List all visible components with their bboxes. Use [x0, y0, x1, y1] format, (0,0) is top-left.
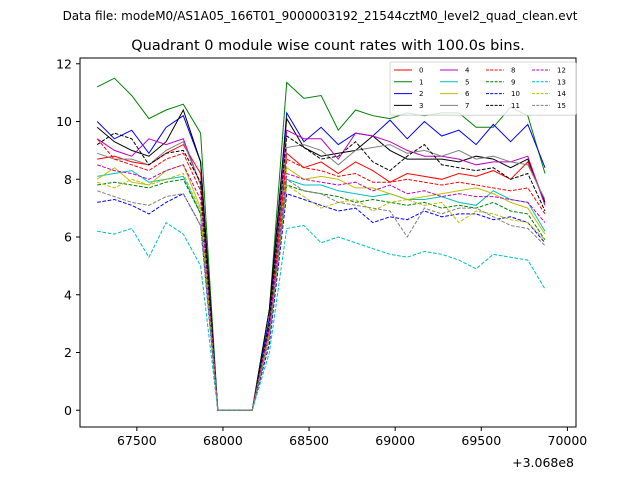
series-line-1 [96, 77, 546, 411]
x-offset-label: +3.068e8 [512, 455, 574, 470]
series-line-5 [97, 170, 546, 411]
y-tick-label: 6 [64, 230, 72, 245]
y-tick-label: 12 [56, 56, 72, 71]
legend-label-6: 6 [465, 90, 470, 98]
y-tick-label: 10 [56, 114, 72, 129]
y-axis-ticks: 0 2 4 6 8 10 12 [56, 56, 80, 418]
y-tick-label: 2 [64, 345, 72, 360]
legend-label-7: 7 [465, 102, 469, 110]
legend-label-5: 5 [465, 78, 469, 86]
legend-label-4: 4 [465, 67, 470, 75]
x-tick-label: 67500 [117, 433, 157, 448]
y-tick-label: 8 [64, 172, 72, 187]
series-line-13 [97, 221, 546, 411]
series-line-9 [97, 178, 546, 411]
series-line-10 [97, 193, 546, 411]
series-line-12 [97, 164, 546, 411]
series-line-3 [96, 108, 546, 411]
axes-frame [79, 57, 577, 428]
legend-label-14: 14 [557, 90, 566, 98]
legend-label-3: 3 [419, 102, 423, 110]
y-tick-label: 0 [64, 403, 72, 418]
x-tick-label: 68000 [203, 433, 243, 448]
legend-label-13: 13 [557, 78, 566, 86]
series-line-6 [96, 164, 546, 411]
y-tick-label: 4 [64, 287, 72, 302]
legend-frame [389, 61, 577, 116]
x-axis-ticks: 67500 68000 68500 69000 69500 70000 [117, 427, 587, 448]
legend-label-2: 2 [419, 90, 423, 98]
chart-title: Quadrant 0 module wise count rates with … [131, 38, 525, 54]
series-line-4 [96, 129, 546, 411]
x-tick-label: 69000 [375, 433, 415, 448]
series-line-2 [96, 111, 546, 411]
series-line-7 [97, 141, 546, 411]
legend-label-0: 0 [419, 67, 423, 75]
plot-lines [96, 77, 546, 411]
legend-label-10: 10 [511, 90, 520, 98]
legend-label-8: 8 [511, 67, 515, 75]
x-tick-label: 69500 [461, 433, 501, 448]
legend-label-9: 9 [511, 78, 515, 86]
series-line-0 [97, 143, 546, 411]
legend-label-11: 11 [511, 102, 520, 110]
x-tick-label: 68500 [289, 433, 329, 448]
series-line-15 [97, 178, 546, 411]
series-line-11 [96, 132, 546, 411]
suptitle: Data file: modeM0/AS1A05_166T01_90000031… [63, 9, 578, 23]
legend-label-15: 15 [557, 102, 566, 110]
legend-label-1: 1 [419, 78, 423, 86]
series-line-14 [97, 172, 546, 411]
x-tick-label: 70000 [548, 433, 588, 448]
legend-label-12: 12 [557, 67, 566, 75]
